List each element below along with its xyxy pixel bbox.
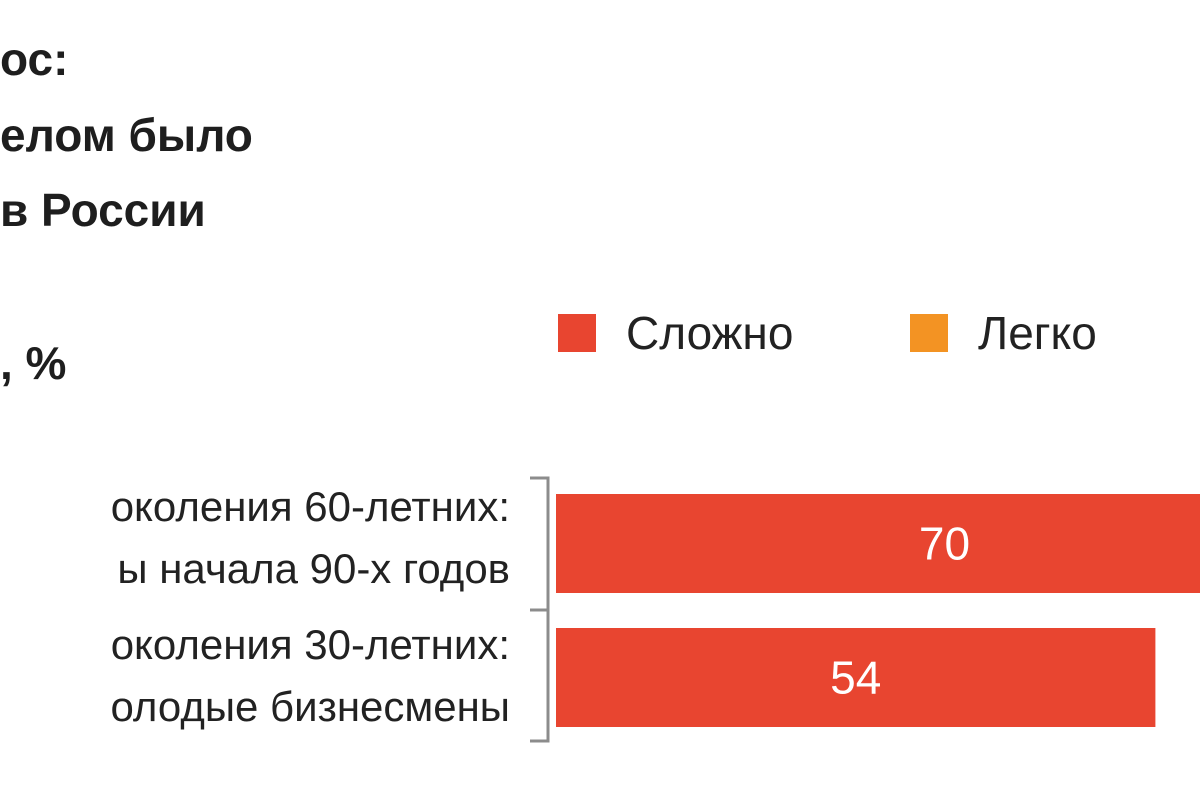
chart-title-line-1: ос: <box>0 33 69 85</box>
category-label-generation-60: околения 60-летних: ы начала 90-х годов <box>111 476 510 600</box>
legend-label-slozhno: Сложно <box>626 307 794 359</box>
category-label-60-line-1: околения 60-летних: <box>110 483 510 530</box>
chart-title-line-2: елом было <box>0 109 253 161</box>
legend-item-slozhno: Сложно <box>558 307 794 359</box>
category-label-30-line-2: олодые бизнесмены <box>110 683 510 730</box>
category-label-60-line-2: ы начала 90-х годов <box>117 545 510 592</box>
bar-slozhno-0 <box>556 494 1200 593</box>
legend-item-legko: Легко <box>910 307 1097 359</box>
chart-unit-label: , % <box>0 337 67 389</box>
category-label-generation-30: околения 30-летних: олодые бизнесмены <box>110 614 510 738</box>
legend-label-legko: Легко <box>978 307 1097 359</box>
data-label-1: 54 <box>830 652 881 704</box>
bar-slozhno-1 <box>556 628 1156 727</box>
category-label-30-line-1: околения 30-летних: <box>110 621 510 668</box>
chart-title-line-3: в России <box>0 184 206 236</box>
legend-swatch-legko <box>910 314 948 352</box>
legend-swatch-slozhno <box>558 314 596 352</box>
data-label-0: 70 <box>919 518 970 570</box>
